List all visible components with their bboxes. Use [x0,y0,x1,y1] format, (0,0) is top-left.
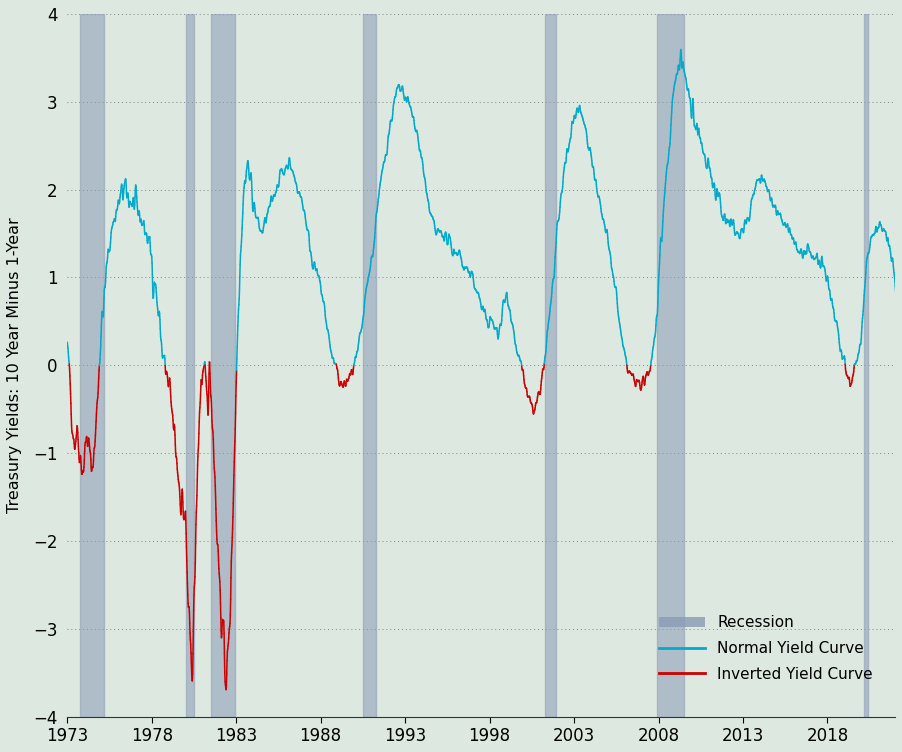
Y-axis label: Treasury Yields: 10 Year Minus 1-Year: Treasury Yields: 10 Year Minus 1-Year [7,217,22,513]
Bar [80,14,104,717]
Legend: Recession, Normal Yield Curve, Inverted Yield Curve: Recession, Normal Yield Curve, Inverted … [653,609,879,688]
Bar [545,14,556,717]
Bar [864,14,869,717]
Bar [363,14,375,717]
Bar [658,14,684,717]
Bar [186,14,194,717]
Bar [211,14,235,717]
